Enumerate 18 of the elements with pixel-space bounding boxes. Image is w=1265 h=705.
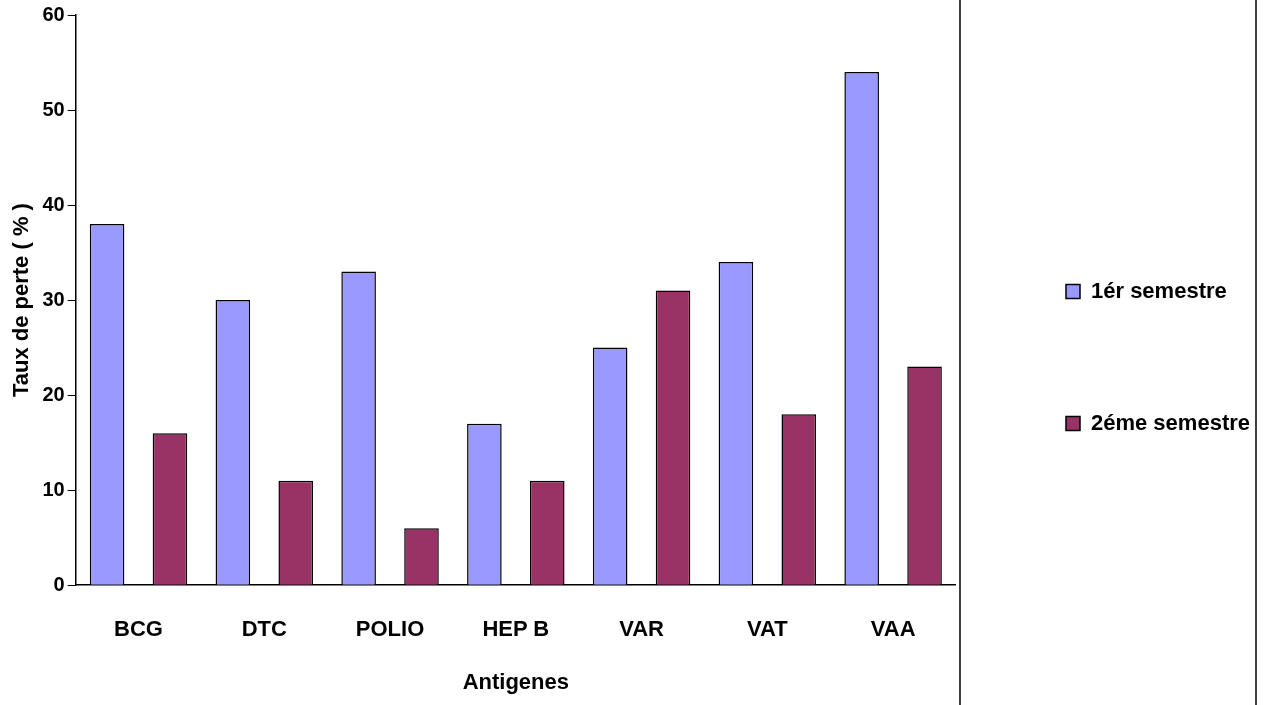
x-axis-title: Antigenes xyxy=(462,668,569,694)
x-tick-label: POLIO xyxy=(355,616,425,642)
x-tick-label: HEP B xyxy=(482,616,550,642)
x-tick-label: VAR xyxy=(619,616,665,642)
y-tick-label: 0 xyxy=(53,572,65,595)
y-tick-label: 50 xyxy=(42,97,65,120)
x-tick-label: BCG xyxy=(114,616,163,642)
y-tick-label: 30 xyxy=(42,287,65,310)
y-tick-label: 40 xyxy=(42,192,65,215)
x-tick-label: VAT xyxy=(746,616,789,642)
x-tick-label: VAA xyxy=(870,616,916,642)
legend-label: 2éme semestre xyxy=(1090,409,1251,435)
y-tick-label: 20 xyxy=(42,382,65,405)
y-tick-label: 60 xyxy=(42,2,65,25)
y-tick-label: 10 xyxy=(42,477,65,500)
x-tick-label: DTC xyxy=(241,616,288,642)
legend-label: 1ér semestre xyxy=(1090,277,1227,303)
y-axis-title: Taux de perte ( % ) xyxy=(8,203,34,398)
